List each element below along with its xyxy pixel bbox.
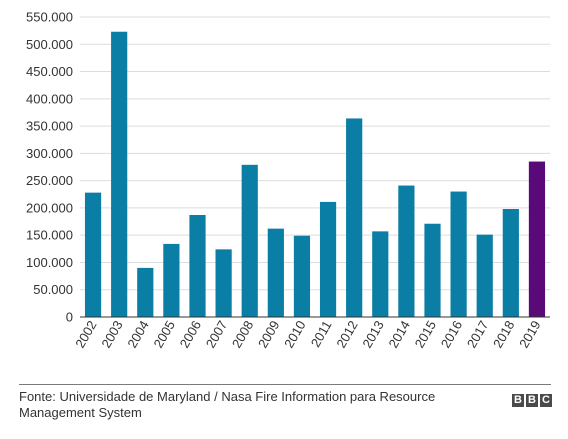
bar-2013: [372, 231, 389, 317]
y-tick-label: 100.000: [26, 255, 73, 270]
bbc-logo-letter-3: C: [540, 394, 552, 407]
x-tick-label: 2011: [308, 318, 335, 350]
bar-2012: [346, 118, 363, 317]
x-tick-label: 2003: [98, 318, 125, 351]
x-tick-label: 2013: [359, 318, 386, 351]
source-text: Fonte: Universidade de Maryland / Nasa F…: [19, 389, 436, 420]
y-tick-label: 350.000: [26, 119, 73, 134]
bar-2005: [163, 243, 180, 317]
bar-2007: [215, 249, 232, 317]
bar-2011: [319, 201, 337, 317]
x-tick-label: 2010: [281, 318, 308, 351]
footer-divider: [19, 384, 551, 385]
bar-2004: [137, 267, 154, 317]
bar-2009: [267, 228, 284, 317]
bar-2014: [398, 185, 415, 317]
y-tick-label: 550.000: [26, 10, 73, 25]
bar-2019: [528, 161, 546, 317]
bar-chart: 0 50.000 100.000 150.000 200.000 250.000 300.0…: [26, 10, 550, 351]
bar-2017: [476, 234, 493, 317]
x-tick-label: 2008: [229, 318, 256, 351]
y-tick-label: 450.000: [26, 64, 73, 79]
x-tick-label: 2005: [151, 318, 178, 351]
bar-2016: [450, 191, 467, 317]
bbc-logo-letter-1: B: [512, 394, 524, 407]
x-tick-label: 2002: [72, 318, 99, 351]
x-tick-label: 2014: [386, 318, 413, 351]
x-tick-label: 2017: [464, 318, 491, 351]
bar-2015: [424, 223, 441, 317]
bar-2018: [502, 209, 519, 317]
y-tick-label: 150.000: [26, 228, 73, 243]
grid-lines: [80, 16, 550, 291]
y-tick-label: 500.000: [26, 37, 73, 52]
bar-2010: [293, 235, 311, 317]
y-tick-labels: 0 50.000 100.000 150.000 200.000 250.000 300.0…: [26, 10, 73, 325]
x-tick-label: 2019: [516, 318, 543, 351]
x-tick-label: 2004: [124, 318, 151, 351]
bbc-logo: B B C: [512, 394, 552, 407]
x-tick-label: 2018: [490, 318, 517, 351]
y-tick-label: 300.000: [26, 146, 73, 161]
x-tick-label: 2006: [177, 318, 204, 351]
y-tick-label: 50.000: [33, 282, 73, 297]
y-tick-label: 400.000: [26, 91, 73, 106]
x-tick-label: 2007: [203, 318, 230, 351]
y-tick-label: 200.000: [26, 200, 73, 215]
x-tick-label: 2016: [438, 318, 465, 351]
x-tick-label: 2012: [333, 318, 360, 351]
bars: [84, 31, 546, 318]
bbc-logo-letter-2: B: [526, 394, 538, 407]
bar-2006: [189, 215, 206, 317]
x-tick-label: 2015: [412, 318, 439, 351]
bar-2003: [111, 31, 128, 318]
y-tick-label: 250.000: [26, 173, 73, 188]
x-tick-label: 2009: [255, 318, 282, 351]
y-tick-label: 0: [66, 310, 73, 325]
bar-2002: [84, 192, 102, 317]
bar-2008: [241, 164, 258, 317]
